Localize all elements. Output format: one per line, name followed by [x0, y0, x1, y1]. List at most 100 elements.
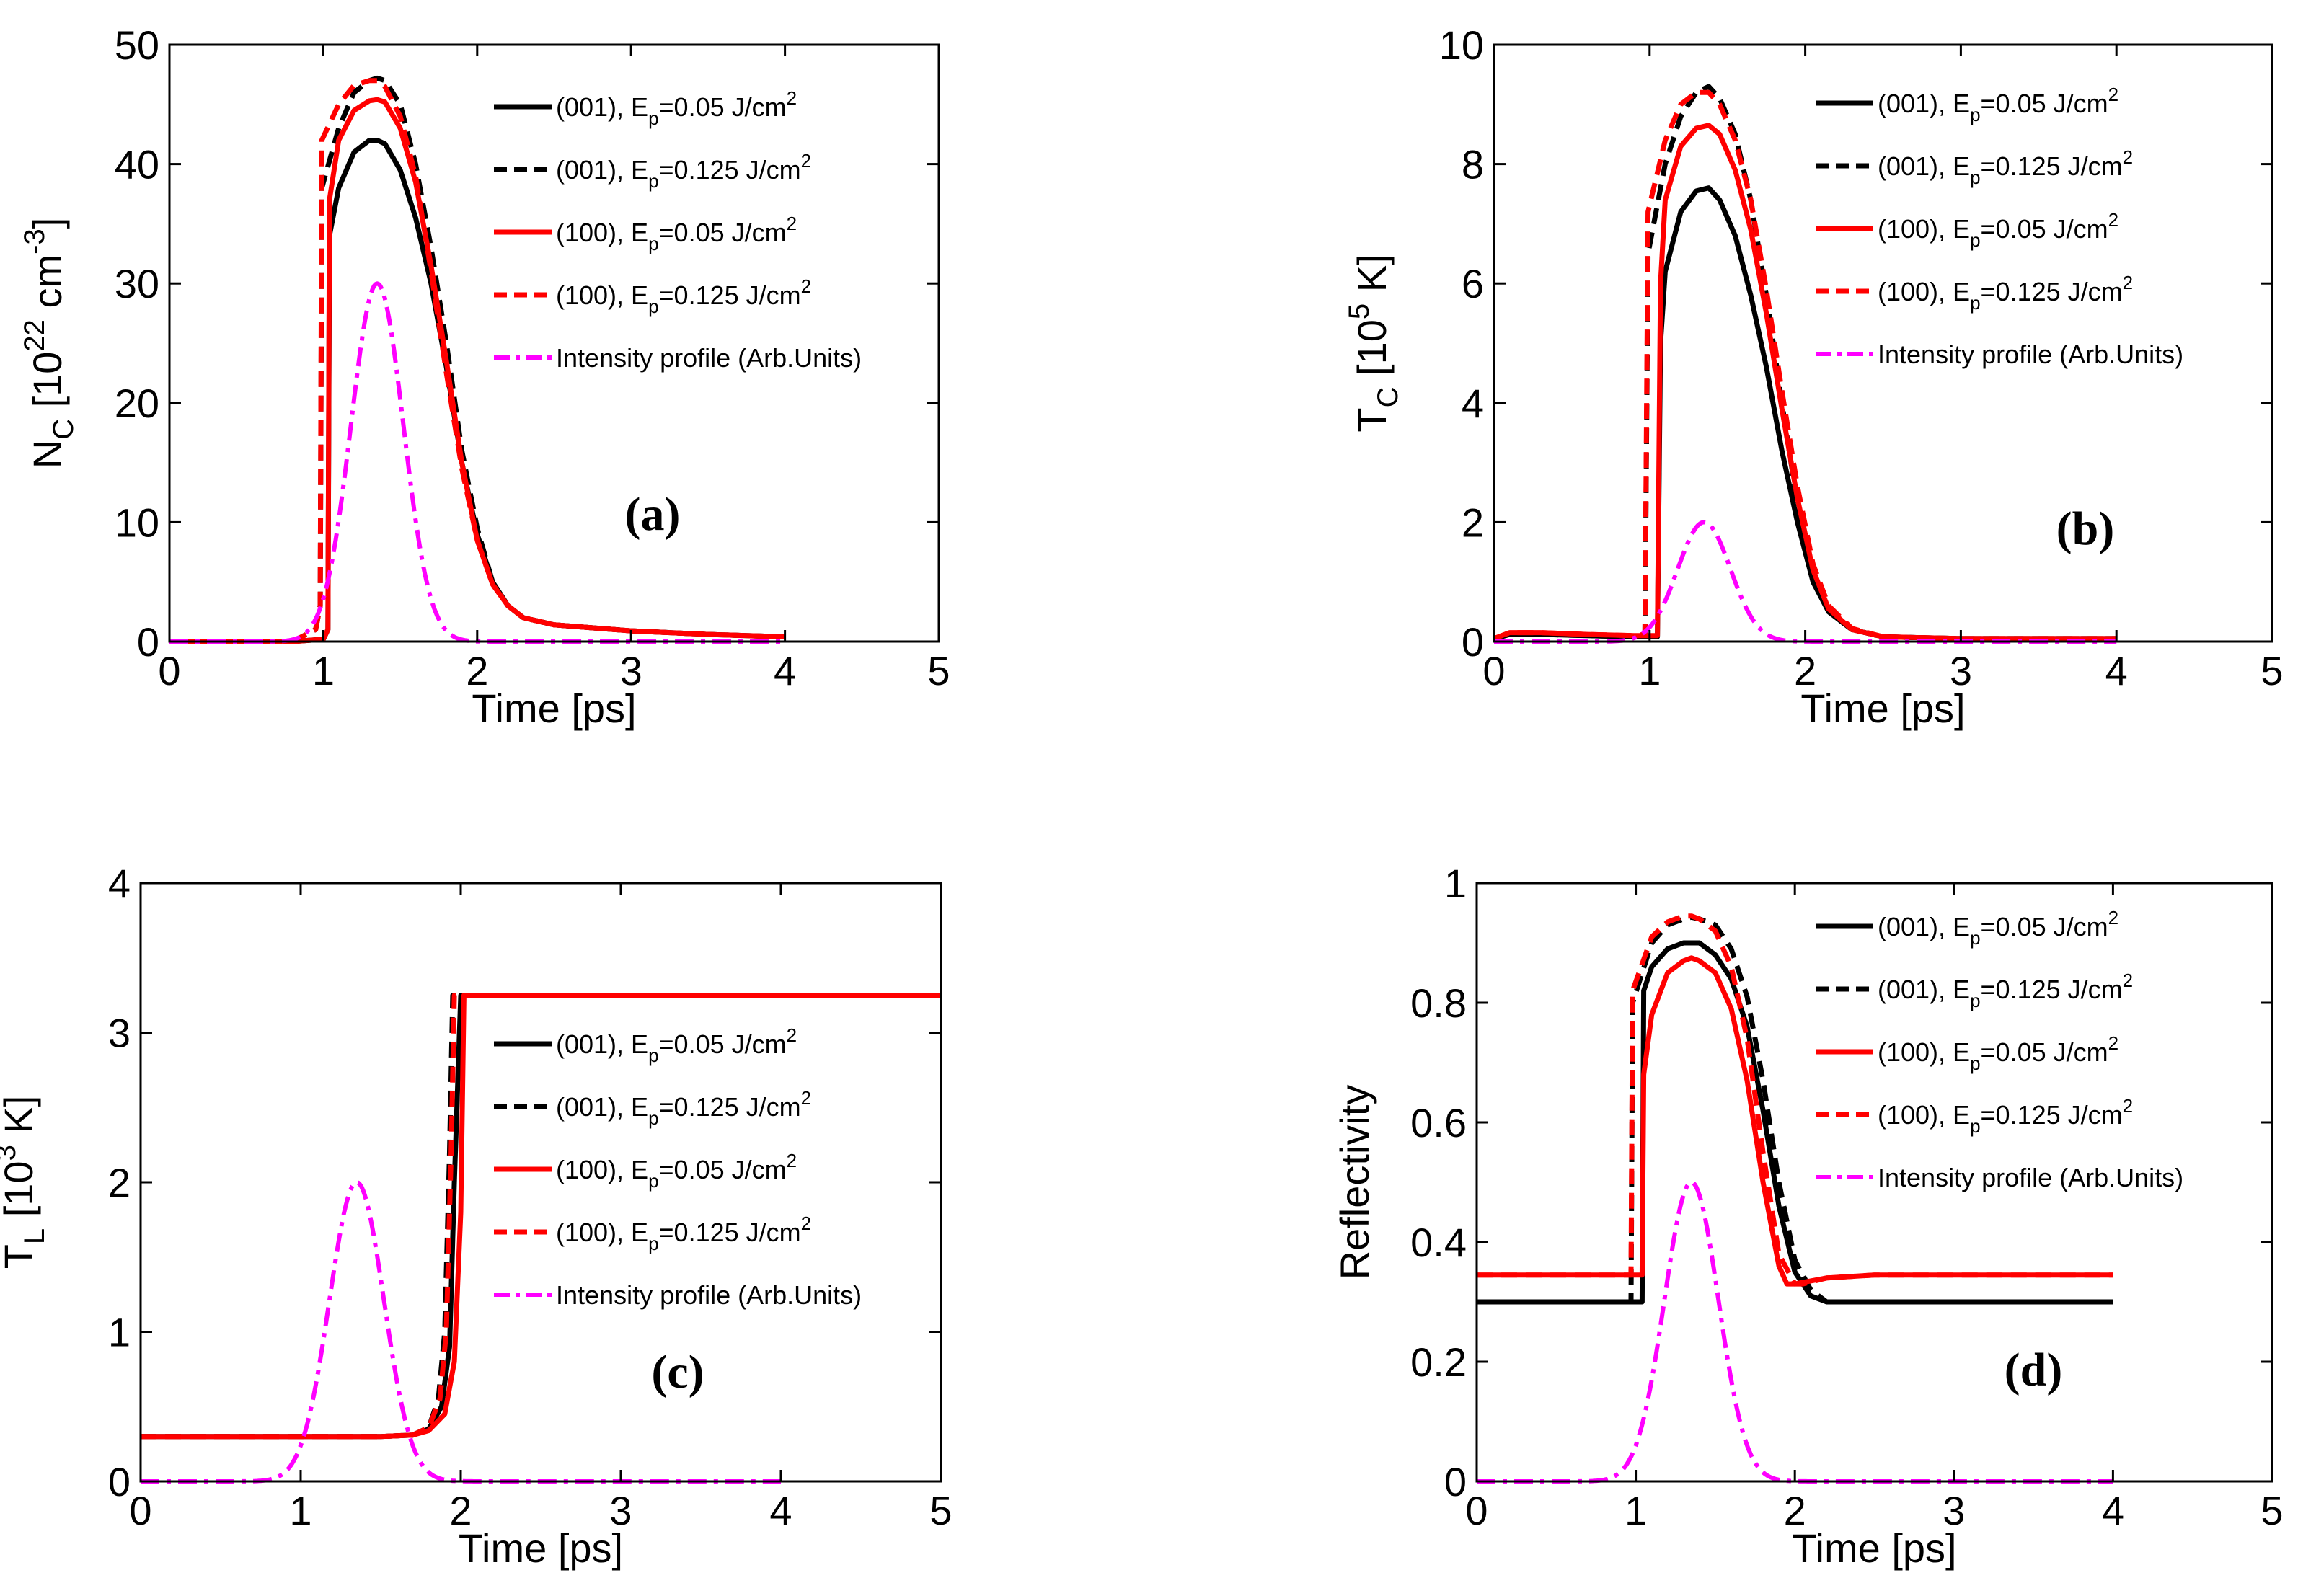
y-tick-label: 40: [115, 142, 159, 187]
x-tick-label: 4: [769, 1488, 792, 1533]
series-line-1: [141, 993, 941, 1440]
y-tick-label: 1: [1444, 861, 1467, 906]
x-tick-label: 0: [1482, 648, 1505, 693]
plot-frame: [139, 882, 942, 1483]
x-tick-label: 1: [289, 1488, 311, 1533]
legend-entry-5: Intensity profile (Arb.Units): [1878, 1163, 2183, 1192]
x-tick-label: 2: [466, 648, 488, 693]
legend-entry-5: Intensity profile (Arb.Units): [1878, 340, 2183, 369]
chart-panel-c: 0 1 2 3 4 5 0 1 2 3 4 Time [ps] TL [103 K] (001), Ep=…: [0, 861, 953, 1571]
x-axis-label: Time [ps]: [1792, 1525, 1956, 1571]
panel-label: (a): [625, 488, 681, 541]
x-tick-label: 0: [158, 648, 180, 693]
x-axis-label: Time [ps]: [472, 686, 636, 731]
legend-entry-4: (100), Ep=0.125 J/cm2: [556, 1212, 811, 1254]
series-line-4: [1494, 89, 2117, 642]
panel-label: (c): [651, 1346, 704, 1398]
series-line-2: [141, 993, 941, 1440]
y-axis-label: NC [1022 cm-3]: [19, 218, 79, 469]
x-tick-label: 0: [129, 1488, 151, 1533]
y-tick-label: 2: [108, 1160, 131, 1205]
legend: (001), Ep=0.05 J/cm2 (001), Ep=0.125 J/cm…: [1816, 907, 2183, 1192]
series-line-2: [1477, 914, 2113, 1305]
x-tick-label: 0: [1465, 1488, 1488, 1533]
series-line-2: [169, 75, 785, 644]
legend-entry-4: (100), Ep=0.125 J/cm2: [1878, 1095, 2133, 1137]
y-tick-label: 0.8: [1410, 980, 1467, 1026]
y-tick-label: 4: [1462, 381, 1484, 426]
y-tick-label: 3: [108, 1011, 131, 1056]
y-tick-label: 0: [1444, 1459, 1467, 1504]
y-tick-label: 10: [1439, 22, 1484, 68]
x-tick-label: 5: [929, 1488, 952, 1533]
legend-entry-3: (100), Ep=0.05 J/cm2: [556, 1150, 797, 1192]
legend-entry-3: (100), Ep=0.05 J/cm2: [1878, 209, 2118, 251]
x-tick-label: 2: [1784, 1488, 1806, 1533]
legend-entry-1: (001), Ep=0.05 J/cm2: [556, 1024, 797, 1066]
x-tick-label: 3: [1950, 648, 1972, 693]
series-line-1: [1494, 185, 2117, 642]
y-tick-label: 4: [108, 861, 131, 906]
x-axis-label: Time [ps]: [459, 1525, 623, 1571]
series-line-4: [1477, 913, 2113, 1287]
x-tick-label: 5: [2261, 1488, 2283, 1533]
x-tick-label: 4: [2102, 1488, 2124, 1533]
y-tick-label: 0.6: [1410, 1100, 1467, 1145]
y-tick-label: 0: [137, 619, 159, 665]
series-line-4: [141, 993, 941, 1440]
x-tick-label: 5: [927, 648, 950, 693]
x-tick-label: 5: [2261, 648, 2283, 693]
series-line-3: [141, 993, 941, 1440]
series-line-1: [169, 138, 785, 644]
legend-entry-2: (001), Ep=0.125 J/cm2: [556, 150, 811, 192]
series-group: [141, 993, 941, 1484]
legend-entry-5: Intensity profile (Arb.Units): [556, 343, 862, 373]
legend-entry-1: (001), Ep=0.05 J/cm2: [1878, 907, 2118, 949]
legend-entry-4: (100), Ep=0.125 J/cm2: [556, 275, 811, 317]
legend-entry-2: (001), Ep=0.125 J/cm2: [1878, 146, 2133, 188]
y-tick-label: 2: [1462, 500, 1484, 545]
series-group: [1477, 913, 2114, 1484]
x-tick-label: 3: [609, 1488, 632, 1533]
y-tick-label: 0.4: [1410, 1220, 1467, 1265]
x-tick-label: 1: [1638, 648, 1661, 693]
y-tick-label: 10: [115, 500, 159, 545]
y-tick-label: 20: [115, 381, 159, 426]
plot-frame: [168, 43, 940, 643]
y-axis-label: TL [103 K]: [0, 1096, 50, 1269]
y-tick-label: 6: [1462, 261, 1484, 306]
chart-panel-d: 0 1 2 3 4 5 0 0.2 0.4 0.6 0.8 1 Time [ps] Reflectivit…: [1332, 861, 2284, 1571]
series-line-5: [169, 281, 786, 644]
plot-frame: [1475, 882, 2273, 1483]
x-tick-label: 1: [1625, 1488, 1647, 1533]
y-axis-label: Reflectivity: [1332, 1085, 1377, 1280]
y-tick-label: 50: [115, 22, 159, 68]
legend-entry-2: (001), Ep=0.125 J/cm2: [1878, 970, 2133, 1011]
legend-entry-5: Intensity profile (Arb.Units): [556, 1280, 862, 1310]
y-tick-label: 0: [108, 1459, 131, 1504]
chart-panel-b: 0 1 2 3 4 5 0 2 4 6 8 10 Time [ps] TC [105 K] (001), E…: [1343, 22, 2284, 731]
legend-entry-1: (001), Ep=0.05 J/cm2: [556, 87, 797, 129]
legend-entry-3: (100), Ep=0.05 J/cm2: [556, 213, 797, 254]
legend: (001), Ep=0.05 J/cm2 (001), Ep=0.125 J/cm…: [494, 1024, 862, 1310]
legend: (001), Ep=0.05 J/cm2 (001), Ep=0.125 J/cm…: [494, 87, 862, 373]
y-tick-label: 8: [1462, 142, 1484, 187]
plot-frame: [1493, 43, 2273, 643]
panel-label: (d): [2005, 1344, 2063, 1396]
y-tick-label: 30: [115, 261, 159, 306]
y-tick-label: 1: [108, 1310, 131, 1355]
legend-entry-1: (001), Ep=0.05 J/cm2: [1878, 84, 2118, 125]
series-line-5: [1477, 1180, 2114, 1484]
x-tick-label: 2: [449, 1488, 472, 1533]
y-axis-label: TC [105 K]: [1343, 254, 1404, 432]
legend-entry-3: (100), Ep=0.05 J/cm2: [1878, 1032, 2118, 1074]
x-tick-label: 4: [2105, 648, 2128, 693]
legend-entry-2: (001), Ep=0.125 J/cm2: [556, 1087, 811, 1129]
legend-entry-4: (100), Ep=0.125 J/cm2: [1878, 272, 2133, 314]
y-tick-label: 0.2: [1410, 1339, 1467, 1385]
y-tick-label: 0: [1462, 619, 1484, 665]
legend: (001), Ep=0.05 J/cm2 (001), Ep=0.125 J/cm…: [1816, 84, 2183, 369]
x-tick-label: 3: [1943, 1488, 1965, 1533]
x-tick-label: 1: [312, 648, 335, 693]
